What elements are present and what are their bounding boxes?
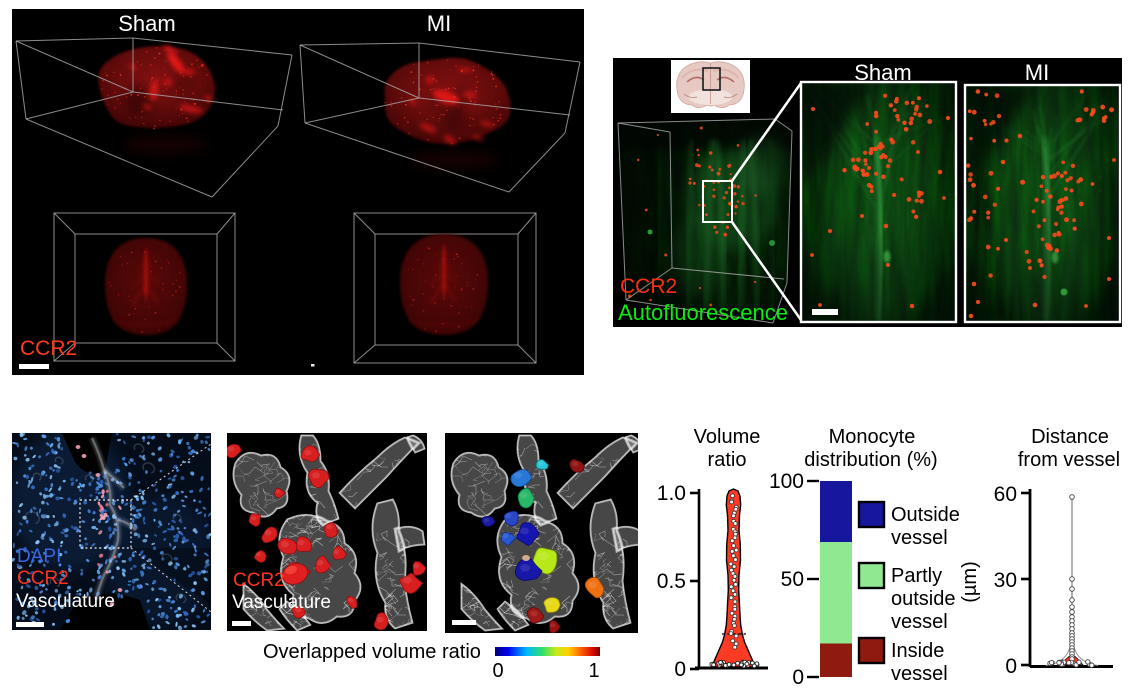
svg-text:50: 50 bbox=[781, 568, 804, 591]
svg-text:Vasculature: Vasculature bbox=[232, 592, 331, 613]
svg-text:Overlapped volume ratio: Overlapped volume ratio bbox=[263, 641, 481, 663]
svg-text:0: 0 bbox=[792, 666, 804, 689]
svg-text:MI: MI bbox=[1025, 60, 1049, 85]
svg-text:DAPI: DAPI bbox=[17, 546, 61, 567]
svg-text:100: 100 bbox=[769, 470, 804, 493]
svg-text:Sham: Sham bbox=[118, 11, 175, 36]
svg-text:Inside: Inside bbox=[891, 640, 944, 662]
svg-text:CCR2: CCR2 bbox=[233, 570, 285, 591]
svg-text:60: 60 bbox=[994, 483, 1017, 506]
svg-text:vessel: vessel bbox=[891, 663, 948, 685]
svg-text:(µm): (µm) bbox=[959, 561, 981, 603]
svg-text:distribution (%): distribution (%) bbox=[804, 449, 937, 471]
svg-text:CCR2: CCR2 bbox=[20, 337, 77, 360]
svg-text:Distance: Distance bbox=[1031, 426, 1109, 448]
svg-text:CCR2: CCR2 bbox=[17, 568, 69, 589]
svg-text:Vasculature: Vasculature bbox=[16, 591, 115, 612]
svg-text:0: 0 bbox=[1005, 655, 1017, 678]
svg-text:CCR2: CCR2 bbox=[620, 275, 677, 298]
svg-text:from vessel: from vessel bbox=[1018, 449, 1120, 471]
svg-text:vessel: vessel bbox=[891, 527, 948, 549]
svg-text:0: 0 bbox=[674, 658, 686, 681]
svg-text:0: 0 bbox=[492, 660, 503, 682]
svg-text:MI: MI bbox=[427, 11, 451, 36]
svg-text:vessel: vessel bbox=[891, 611, 948, 633]
svg-text:Volume: Volume bbox=[694, 426, 761, 448]
svg-text:1.0: 1.0 bbox=[657, 482, 686, 505]
svg-text:Outside: Outside bbox=[891, 504, 960, 526]
svg-text:Partly: Partly bbox=[891, 565, 942, 587]
svg-text:Autofluorescence: Autofluorescence bbox=[618, 300, 788, 325]
svg-text:Sham: Sham bbox=[854, 60, 911, 85]
svg-text:1: 1 bbox=[588, 660, 599, 682]
svg-text:ratio: ratio bbox=[708, 449, 747, 471]
svg-text:Monocyte: Monocyte bbox=[829, 426, 916, 448]
svg-text:outside: outside bbox=[891, 588, 956, 610]
svg-text:0.5: 0.5 bbox=[657, 570, 686, 593]
svg-text:30: 30 bbox=[994, 569, 1017, 592]
